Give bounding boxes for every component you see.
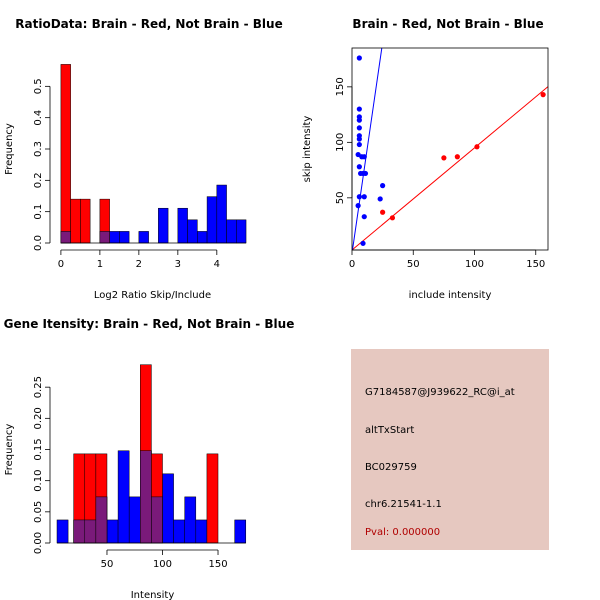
ratio_hist-bar-not-brain [236, 219, 247, 244]
scatter-fit-line-brain [351, 86, 549, 251]
intensity_hist-bar-not-brain [184, 496, 197, 544]
event-type-text: altTxStart [365, 425, 415, 436]
ratio_hist-x-tick-label: 4 [214, 259, 220, 270]
scatter-point-not-brain [356, 55, 362, 61]
scatter-point-not-brain [361, 214, 367, 220]
intensity_hist-bar-overlap [95, 496, 108, 544]
intensity_hist-bar-overlap [84, 519, 97, 544]
ratio_hist-x-tick-label: 3 [175, 259, 181, 270]
scatter-point-brain [389, 215, 396, 221]
scatter-fit-line-not-brain [351, 47, 383, 251]
intensity_hist-bar-not-brain [117, 450, 130, 544]
ratio_hist-x-tick-label: 0 [58, 259, 64, 270]
scatter-x-tick-label: 150 [526, 259, 545, 270]
intensity_hist-bar-not-brain [162, 473, 174, 544]
ratio_hist-bar-not-brain [206, 196, 218, 244]
ratio_hist-y-tick-label: 0.1 [33, 204, 44, 220]
intensity_hist-bar-not-brain [173, 519, 185, 544]
scatter-x-tick-label: 0 [349, 259, 355, 270]
ratio_hist-y-tick-label: 0.2 [33, 172, 44, 188]
scatter-y-tick-label: 100 [335, 133, 346, 152]
scatter-point-not-brain [355, 203, 361, 209]
ratio_hist-bar-brain [60, 64, 71, 244]
scatter-point-not-brain [356, 141, 362, 148]
pval-text: Pval: 0.000000 [365, 527, 441, 538]
scatter-point-not-brain [380, 183, 386, 189]
intensity_hist-y-tick-label: 0.05 [33, 501, 44, 523]
ratio_hist-x-tick-label: 1 [97, 259, 103, 270]
intensity_hist-title: Gene Itensity: Brain - Red, Not Brain - … [4, 317, 295, 331]
intensity_hist-bar-not-brain [56, 519, 69, 544]
scatter-point-not-brain [377, 196, 383, 202]
ratio_hist-y-label: Frequency [4, 123, 15, 175]
ratio_hist-bar-not-brain [216, 184, 227, 244]
intensity_hist-x-tick-label: 100 [153, 559, 172, 570]
scatter-point-not-brain [361, 194, 367, 200]
intensity_hist-bar-overlap [151, 496, 163, 544]
scatter-plot-box [351, 47, 549, 251]
scatter-point-not-brain [356, 117, 362, 123]
ratio_hist-bar-not-brain [197, 231, 208, 244]
intensity_hist-bar-overlap [73, 519, 86, 544]
scatter-point-brain [380, 209, 386, 215]
scatter-x-tick-label: 100 [465, 259, 484, 270]
scatter-point-not-brain [356, 194, 362, 200]
intensity_hist-y-label: Frequency [4, 424, 15, 476]
ratio_hist-x-tick-label: 2 [136, 259, 142, 270]
ratio_hist-title: RatioData: Brain - Red, Not Brain - Blue [15, 17, 282, 31]
scatter-point-not-brain [356, 106, 362, 112]
intensity_hist-bar-not-brain [128, 496, 141, 544]
intensity_hist-y-tick-label: 0.20 [33, 407, 44, 429]
ratio_hist-x-label: Log2 Ratio Skip/Include [94, 290, 211, 301]
ratio_hist-bar-brain [70, 198, 81, 244]
scatter-y-tick-label: 50 [335, 191, 346, 204]
scatter-point-not-brain [356, 125, 362, 131]
scatter-point-brain [540, 92, 546, 98]
intensity_hist-y-tick-label: 0.25 [33, 376, 44, 398]
scatter-y-label: skip intensity [302, 116, 313, 183]
intensity_hist-bar-overlap [140, 450, 152, 544]
ratio_hist-bar-not-brain [187, 219, 198, 244]
scatter-x-tick-label: 50 [407, 259, 420, 270]
ratio_hist-y-tick-label: 0.0 [33, 235, 44, 251]
ratio_hist-bar-overlap [60, 231, 71, 244]
ratio_hist-bar-brain [80, 198, 91, 244]
scatter-point-not-brain [362, 170, 369, 177]
intensity_hist-bar-brain [206, 453, 219, 544]
ratio_hist-bar-overlap [99, 231, 110, 244]
scatter-point-brain [454, 154, 460, 160]
probe-id-text: G7184587@J939622_RC@i_at [365, 387, 515, 398]
intensity_hist-y-tick-label: 0.15 [33, 438, 44, 460]
ratio_hist-bar-not-brain [119, 231, 130, 244]
intensity_hist-bar-not-brain [234, 519, 247, 544]
intensity_hist-x-tick-label: 50 [101, 559, 114, 570]
intensity_hist-bar-not-brain [195, 519, 208, 544]
ratio_hist-bar-not-brain [158, 207, 169, 244]
intensity_hist-x-tick-label: 150 [208, 559, 227, 570]
ratio_hist-bar-not-brain [177, 207, 188, 244]
ratio_hist-bar-not-brain [109, 231, 120, 244]
ratio_hist-y-tick-label: 0.4 [33, 110, 44, 126]
scatter-point-not-brain [360, 240, 366, 246]
ratio_hist-bar-not-brain [138, 231, 149, 244]
scatter-x-label: include intensity [409, 290, 492, 301]
scatter-point-not-brain [356, 164, 362, 170]
location-text: chr6.21541-1.1 [365, 499, 442, 510]
ratio_hist-y-tick-label: 0.5 [33, 78, 44, 94]
intensity_hist-bar-not-brain [106, 519, 119, 544]
scatter-point-brain [441, 155, 447, 161]
intensity_hist-y-tick-label: 0.00 [33, 532, 44, 554]
ratio_hist-y-tick-label: 0.3 [33, 141, 44, 157]
gene-info-panel: G7184587@J939622_RC@i_at altTxStart BC02… [351, 349, 549, 550]
ratio_hist-bar-not-brain [226, 219, 237, 244]
scatter-y-tick-label: 150 [335, 77, 346, 96]
scatter-point-not-brain [361, 154, 367, 160]
scatter-point-not-brain [356, 136, 362, 142]
scatter-title: Brain - Red, Not Brain - Blue [352, 17, 543, 31]
scatter-point-brain [474, 144, 480, 150]
accession-text: BC029759 [365, 462, 417, 473]
intensity_hist-x-label: Intensity [131, 590, 175, 600]
intensity_hist-y-tick-label: 0.10 [33, 470, 44, 492]
